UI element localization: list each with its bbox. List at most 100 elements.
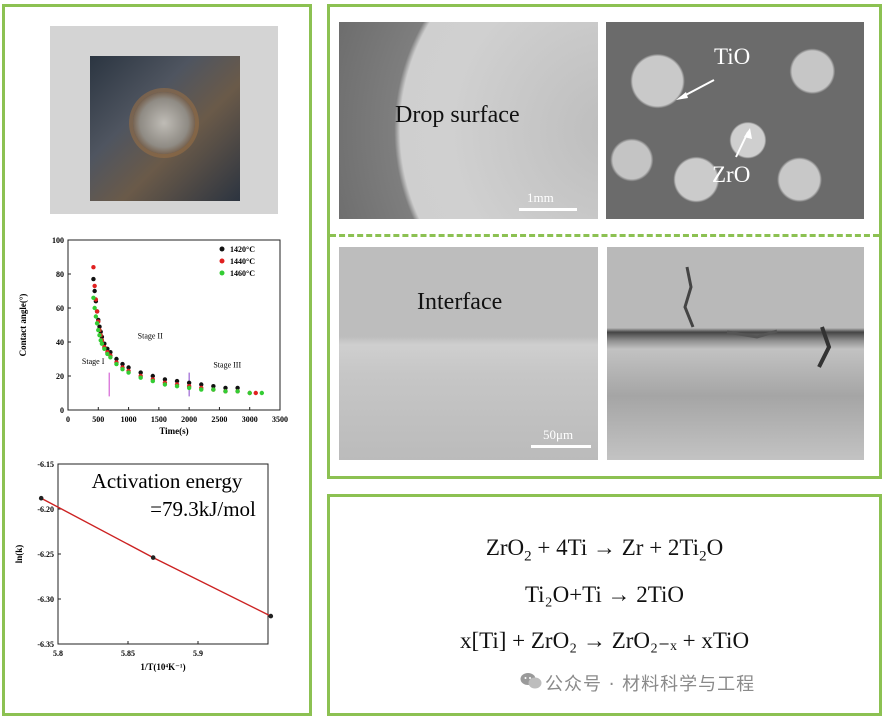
data-point	[96, 327, 101, 333]
y-tick-label: -6.35	[37, 640, 54, 649]
data-point	[38, 495, 44, 501]
y-tick-label: -6.15	[37, 460, 54, 469]
x-tick-label: 3500	[272, 415, 288, 424]
data-point	[162, 382, 168, 387]
y-tick-label: 40	[56, 338, 64, 347]
data-point	[108, 355, 113, 360]
activation-energy-chart: 5.8 5.85 5.9 -6.15 -6.20 -6.25 -6.30 -6.35 1/T(1…	[14, 460, 274, 672]
stage-annotation: Stage III	[213, 361, 241, 370]
data-point	[114, 356, 119, 362]
data-point	[259, 390, 265, 396]
data-point	[102, 346, 107, 351]
stage-annotation: Stage I	[82, 357, 105, 366]
data-point	[99, 341, 105, 346]
x-tick-label: 2000	[181, 415, 197, 424]
legend-marker	[219, 246, 225, 252]
sample-photo	[50, 26, 278, 214]
wechat-icon	[520, 673, 542, 689]
y-tick-label: 80	[56, 270, 64, 279]
watermark-text: 公众号 · 材料科学与工程	[545, 674, 756, 695]
sample-plate	[90, 56, 240, 201]
y-axis-label: ln(k)	[14, 545, 24, 564]
panel-divider	[330, 234, 879, 237]
y-tick-label: 20	[56, 372, 64, 381]
chart-title: Activation energy	[92, 469, 243, 493]
eq1-part: O	[706, 535, 724, 560]
x-tick-label: 5.85	[121, 649, 135, 658]
data-point	[150, 373, 155, 379]
data-point	[98, 338, 103, 343]
data-point	[186, 385, 192, 391]
x-tick-label: 1000	[121, 415, 137, 424]
legend-marker	[219, 270, 225, 276]
data-point	[211, 384, 216, 389]
interface-micrograph: Interface 50μm	[339, 247, 598, 460]
equation-panel	[327, 494, 882, 716]
data-point	[223, 385, 228, 391]
scale-label-1mm: 1mm	[527, 190, 554, 205]
data-point	[126, 370, 131, 375]
drop-surface-micrograph: Drop surface 1mm	[339, 22, 598, 219]
y-axis-label: Contact angle(°)	[18, 294, 28, 357]
data-point	[174, 378, 180, 384]
data-point	[199, 387, 204, 392]
data-point	[211, 387, 216, 392]
data-point	[235, 385, 240, 391]
interface-label: Interface	[417, 289, 503, 315]
y-tick-label: 100	[52, 236, 64, 245]
y-tick-label: -6.30	[37, 595, 54, 604]
crack-features	[683, 266, 832, 368]
y-tick-label: 60	[56, 304, 64, 313]
plot-frame	[67, 239, 281, 411]
interface-detail-micrograph	[607, 247, 864, 460]
micrograph-panel	[327, 4, 882, 479]
x-tick-label: 500	[92, 415, 104, 424]
data-point	[120, 367, 125, 372]
zro-label: ZrO	[712, 162, 751, 187]
drop-surface-label: Drop surface	[395, 102, 520, 128]
data-point	[247, 390, 252, 396]
eq1-sub: 2	[524, 548, 532, 565]
eq1-sub: 2	[699, 548, 707, 565]
legend-label: 1420°C	[230, 245, 255, 254]
data-point	[91, 265, 96, 270]
y-tick-label: -6.25	[37, 550, 54, 559]
data-point	[186, 380, 192, 385]
data-point	[120, 361, 125, 367]
x-tick-label: 5.9	[193, 649, 203, 658]
data-point	[223, 389, 228, 394]
contact-angle-chart: 0 500 1000 1500 2000 2500 3000 3500 0 20 40 60 80 100…	[18, 236, 288, 436]
data-point	[126, 365, 131, 370]
x-tick-label: 5.8	[53, 649, 63, 658]
x-tick-label: 3000	[242, 415, 258, 424]
x-tick-label: 2500	[211, 415, 227, 424]
data-point	[97, 324, 102, 329]
data-point	[94, 309, 100, 314]
phase-arrows	[676, 79, 752, 158]
y-tick-label: 0	[60, 406, 64, 415]
y-tick-label: -6.20	[37, 505, 54, 514]
data-point	[138, 375, 143, 380]
legend-label: 1440°C	[230, 257, 255, 266]
data-point	[150, 378, 155, 384]
phase-micrograph: TiO ZrO	[606, 22, 864, 219]
data-point	[94, 321, 100, 326]
eq1-part: + 4Ti → Zr + 2Ti	[531, 535, 700, 560]
scale-bar-1mm	[519, 208, 577, 211]
data-point	[150, 555, 156, 560]
legend-marker	[219, 258, 225, 264]
equation-1: ZrO2 + 4Ti → Zr + 2Ti2O	[327, 535, 882, 566]
data-point	[235, 389, 240, 394]
data-point	[199, 382, 204, 387]
data-point	[253, 390, 258, 396]
data-point	[93, 314, 99, 319]
x-axis-label: Time(s)	[159, 426, 188, 436]
scale-bar-50um	[531, 445, 591, 448]
equation-3: x[Ti] + ZrO₂ → ZrO₂₋ₓ + xTiO	[459, 628, 750, 653]
left-panel	[2, 4, 312, 716]
solidified-drop	[133, 92, 195, 154]
data-point	[92, 283, 97, 289]
stage-annotation: Stage II	[138, 332, 163, 341]
data-point	[91, 295, 96, 300]
x-axis-label: 1/T(10⁴K⁻¹)	[140, 662, 185, 672]
